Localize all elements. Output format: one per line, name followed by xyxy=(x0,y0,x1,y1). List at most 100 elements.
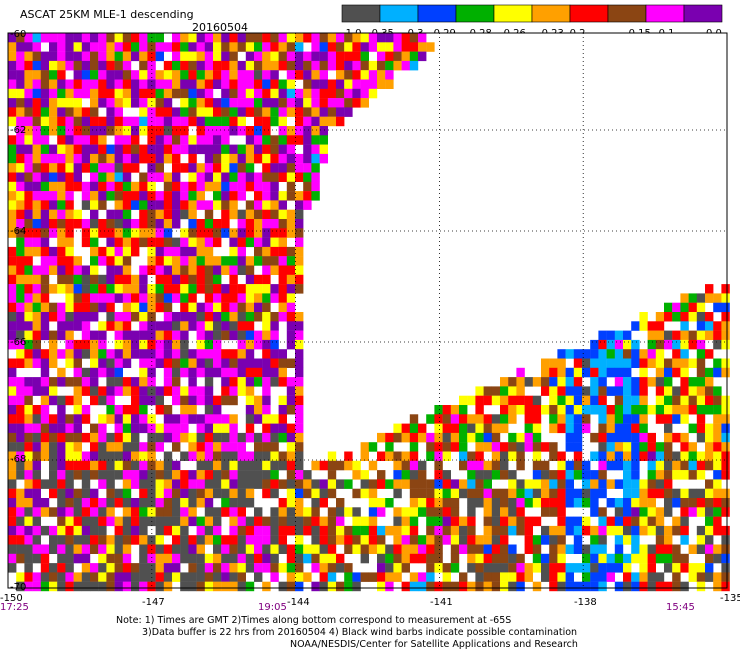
data-cell xyxy=(172,572,181,582)
data-cell xyxy=(508,377,517,387)
data-cell xyxy=(696,312,706,322)
data-cell xyxy=(81,572,91,582)
data-cell xyxy=(163,191,173,201)
data-cell xyxy=(65,42,74,52)
data-cell xyxy=(155,507,164,517)
data-cell xyxy=(90,498,99,508)
data-cell xyxy=(286,572,296,582)
data-cell xyxy=(352,488,361,499)
data-cell xyxy=(204,274,214,285)
data-cell xyxy=(221,367,230,378)
data-cell xyxy=(508,553,517,564)
data-cell xyxy=(303,200,312,210)
data-cell xyxy=(8,330,17,341)
data-cell xyxy=(557,563,566,573)
data-cell xyxy=(114,181,123,192)
data-cell xyxy=(442,581,451,592)
data-cell xyxy=(8,460,17,471)
data-cell xyxy=(664,405,673,415)
data-cell xyxy=(713,339,722,350)
data-cell xyxy=(664,498,673,508)
data-cell xyxy=(163,42,173,52)
data-cell xyxy=(204,563,214,573)
data-cell xyxy=(705,377,714,387)
data-cell xyxy=(631,432,640,443)
data-cell xyxy=(8,200,17,210)
data-cell xyxy=(286,498,296,508)
data-cell xyxy=(122,312,132,322)
data-cell xyxy=(221,116,230,127)
data-cell xyxy=(696,405,706,415)
data-cell xyxy=(647,572,656,582)
data-cell xyxy=(221,377,230,387)
data-cell xyxy=(81,228,91,238)
data-cell xyxy=(262,219,271,229)
data-cell xyxy=(262,153,271,164)
data-cell xyxy=(114,386,123,396)
data-cell xyxy=(549,423,558,434)
data-cell xyxy=(418,42,427,52)
data-cell xyxy=(155,405,164,415)
data-cell xyxy=(245,274,255,285)
data-cell xyxy=(295,367,304,378)
data-cell xyxy=(385,451,394,461)
data-cell xyxy=(24,135,33,145)
data-cell xyxy=(344,451,353,461)
data-cell xyxy=(582,395,591,406)
data-cell xyxy=(114,144,123,155)
data-cell xyxy=(434,535,443,545)
data-cell xyxy=(303,191,312,201)
data-cell xyxy=(98,563,107,573)
data-cell xyxy=(229,386,238,396)
data-cell xyxy=(508,488,517,499)
data-cell xyxy=(590,367,599,378)
data-cell xyxy=(131,228,140,238)
data-cell xyxy=(204,181,214,192)
data-cell xyxy=(114,107,123,117)
data-cell xyxy=(204,367,214,378)
data-cell xyxy=(631,544,640,554)
data-cell xyxy=(639,572,648,582)
data-cell xyxy=(286,51,296,62)
data-cell xyxy=(434,442,443,452)
data-cell xyxy=(426,451,435,461)
data-cell xyxy=(500,535,509,545)
data-cell xyxy=(664,535,673,545)
data-cell xyxy=(377,572,386,582)
data-cell xyxy=(229,563,238,573)
data-cell xyxy=(573,414,583,424)
data-cell xyxy=(163,507,173,517)
data-cell xyxy=(147,312,156,322)
data-cell xyxy=(163,525,173,536)
data-cell xyxy=(188,377,197,387)
data-cell xyxy=(8,479,17,489)
data-cell xyxy=(500,525,509,536)
data-cell xyxy=(450,423,460,434)
data-cell xyxy=(229,70,238,80)
data-cell xyxy=(180,553,189,564)
data-cell xyxy=(196,126,205,136)
data-cell xyxy=(196,116,205,127)
data-cell xyxy=(90,200,99,210)
data-cell xyxy=(500,395,509,406)
data-cell xyxy=(442,451,451,461)
data-cell xyxy=(57,460,66,471)
data-cell xyxy=(147,293,156,303)
data-cell xyxy=(721,423,730,434)
data-cell xyxy=(106,488,115,499)
data-cell xyxy=(32,544,41,554)
data-cell xyxy=(598,414,607,424)
data-cell xyxy=(49,79,58,89)
data-cell xyxy=(81,51,91,62)
data-cell xyxy=(516,488,525,499)
data-cell xyxy=(40,51,50,62)
data-cell xyxy=(295,256,304,266)
data-cell xyxy=(278,153,287,164)
data-cell xyxy=(688,460,697,471)
data-cell xyxy=(131,535,140,545)
data-cell xyxy=(557,377,566,387)
data-cell xyxy=(172,60,181,71)
data-cell xyxy=(295,163,304,173)
data-cell xyxy=(188,79,197,89)
data-cell xyxy=(147,209,156,220)
